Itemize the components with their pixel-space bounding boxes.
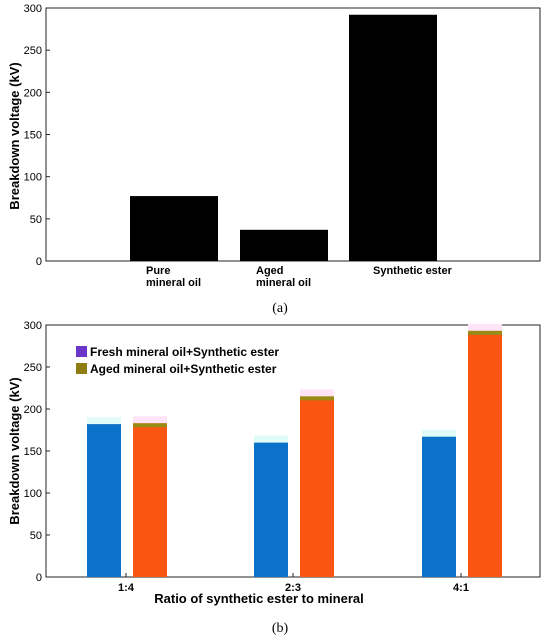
chart-b: 0 50 100 150 200 250 300 1:4 2:3 4:1 Fresh miner… — [7, 320, 541, 636]
x-tick-label-b: 4:1 — [453, 582, 469, 594]
bar-b — [468, 330, 502, 577]
legend-label-b: Aged mineral oil+Synthetic ester — [90, 362, 277, 376]
category-label-a: mineral oil — [146, 277, 201, 289]
caption-a: (a) — [272, 301, 288, 316]
y-axis-a-tick-label: 250 — [24, 45, 42, 57]
bar-b — [300, 396, 334, 577]
bar-b — [254, 442, 288, 577]
x-tick-label-b: 1:4 — [118, 582, 135, 594]
legend-swatch-b — [76, 363, 87, 374]
y-axis-b-tick-label: 200 — [24, 404, 42, 416]
x-axis-label-b: Ratio of synthetic ester to mineral — [154, 591, 364, 606]
bar-highlight-b — [300, 389, 334, 397]
bar-b — [422, 436, 456, 577]
y-axis-b-tick-label: 300 — [24, 320, 42, 332]
category-label-a: Synthetic ester — [373, 265, 453, 277]
legend-swatch-b — [76, 346, 87, 357]
y-axis-b-tick-label: 0 — [36, 572, 42, 584]
bar-highlight-b — [87, 417, 121, 425]
category-label-a: Pure — [146, 265, 170, 277]
bar-highlight-b — [133, 416, 167, 424]
y-axis-a-tick-label: 200 — [24, 87, 42, 99]
y-axis-label-b: Breakdown voltage (kV) — [7, 377, 22, 524]
y-ticks-a: 0 50 100 150 200 250 300 — [24, 3, 50, 268]
bar-cap-b — [468, 330, 502, 335]
bar-a — [130, 196, 218, 261]
y-axis-a-tick-label: 300 — [24, 3, 42, 15]
category-labels-b: 1:4 2:3 4:1 — [118, 573, 469, 594]
y-ticks-b: 0 50 100 150 200 250 300 — [24, 320, 50, 584]
plot-frame-b — [45, 324, 541, 578]
bar-b — [87, 424, 121, 577]
bar-cap-b — [133, 423, 167, 428]
category-label-a: Aged — [256, 265, 284, 277]
bars-b — [87, 323, 502, 577]
bar-cap-b — [300, 396, 334, 401]
bars-a — [130, 14, 437, 261]
y-axis-a-tick-label: 50 — [30, 214, 42, 226]
y-axis-b-tick-label: 100 — [24, 488, 42, 500]
y-axis-a-tick-label: 100 — [24, 172, 42, 184]
legend-b: Fresh mineral oil+Synthetic ester Aged mi… — [76, 345, 279, 376]
bar-highlight-b — [254, 435, 288, 443]
plot-frame-a — [45, 7, 541, 262]
legend-label-b: Fresh mineral oil+Synthetic ester — [90, 345, 279, 359]
bar-highlight-b — [468, 323, 502, 331]
bar-b — [133, 423, 167, 577]
y-axis-a-tick-label: 0 — [36, 256, 42, 268]
caption-b: (b) — [272, 621, 289, 636]
y-axis-b-tick-label: 50 — [30, 530, 42, 542]
y-axis-b-tick-label: 250 — [24, 362, 42, 374]
y-axis-label-a: Breakdown voltage (kV) — [7, 62, 22, 209]
bar-highlight-b — [422, 429, 456, 437]
y-axis-b-tick-label: 150 — [24, 446, 42, 458]
bar-a — [240, 229, 328, 261]
x-tick-label-b: 2:3 — [285, 582, 301, 594]
category-label-a: mineral oil — [256, 277, 311, 289]
bar-a — [349, 14, 437, 261]
y-axis-a-tick-label: 150 — [24, 130, 42, 142]
